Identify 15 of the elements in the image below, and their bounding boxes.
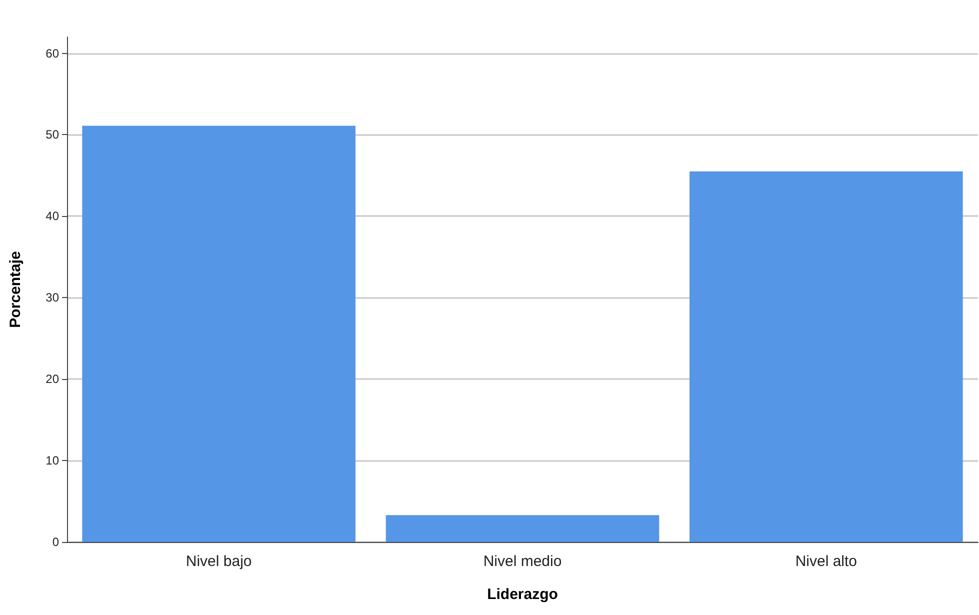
- bar: [386, 515, 660, 542]
- x-tick-label: Nivel alto: [795, 553, 858, 570]
- y-tick-label: 20: [46, 372, 60, 386]
- y-tick-label: 10: [46, 454, 60, 468]
- y-tick-label: 30: [46, 290, 60, 305]
- bar: [82, 126, 356, 542]
- bar: [690, 171, 963, 542]
- x-axis-title: Liderazgo: [487, 586, 558, 603]
- x-tick-label: Nivel bajo: [186, 553, 252, 570]
- y-tick-label: 60: [46, 46, 60, 60]
- y-axis-title: Porcentaje: [7, 251, 24, 328]
- x-tick-label: Nivel medio: [483, 553, 562, 570]
- y-tick-label: 40: [46, 209, 60, 224]
- y-tick-label: 50: [46, 128, 60, 142]
- y-tick-label: 0: [52, 535, 60, 549]
